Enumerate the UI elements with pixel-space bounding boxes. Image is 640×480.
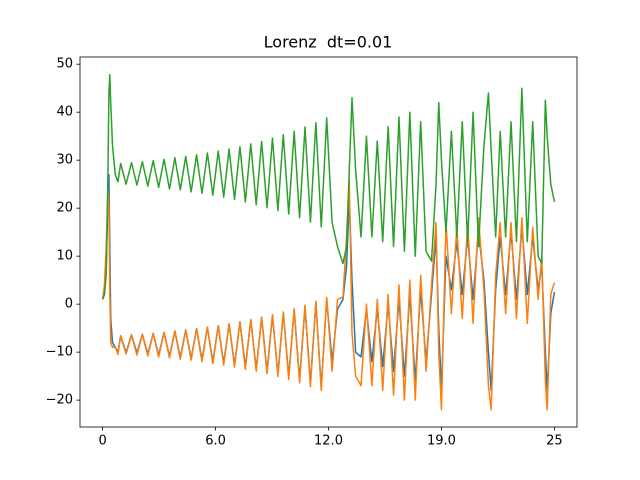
x-tick-label: 0	[98, 434, 106, 449]
chart-title: Lorenz dt=0.01	[264, 33, 393, 52]
y-tick-label: 0	[65, 297, 73, 312]
x-tick-label: 19.0	[427, 434, 456, 449]
y-tick-label: −10	[46, 345, 73, 360]
x-tick-label: 12.0	[314, 434, 343, 449]
y-tick-label: 30	[56, 153, 73, 168]
y-tick-label: −20	[46, 393, 73, 408]
series-line	[101, 74, 556, 300]
y-tick-label: 10	[56, 249, 73, 264]
plot-frame	[79, 56, 578, 428]
y-tick-label: 40	[56, 105, 73, 120]
y-tick-label: 20	[56, 201, 73, 216]
y-tick-label: 50	[56, 57, 73, 72]
series-line	[101, 178, 556, 411]
x-tick-label: 25	[546, 434, 563, 449]
x-tick-label: 6.0	[205, 434, 226, 449]
